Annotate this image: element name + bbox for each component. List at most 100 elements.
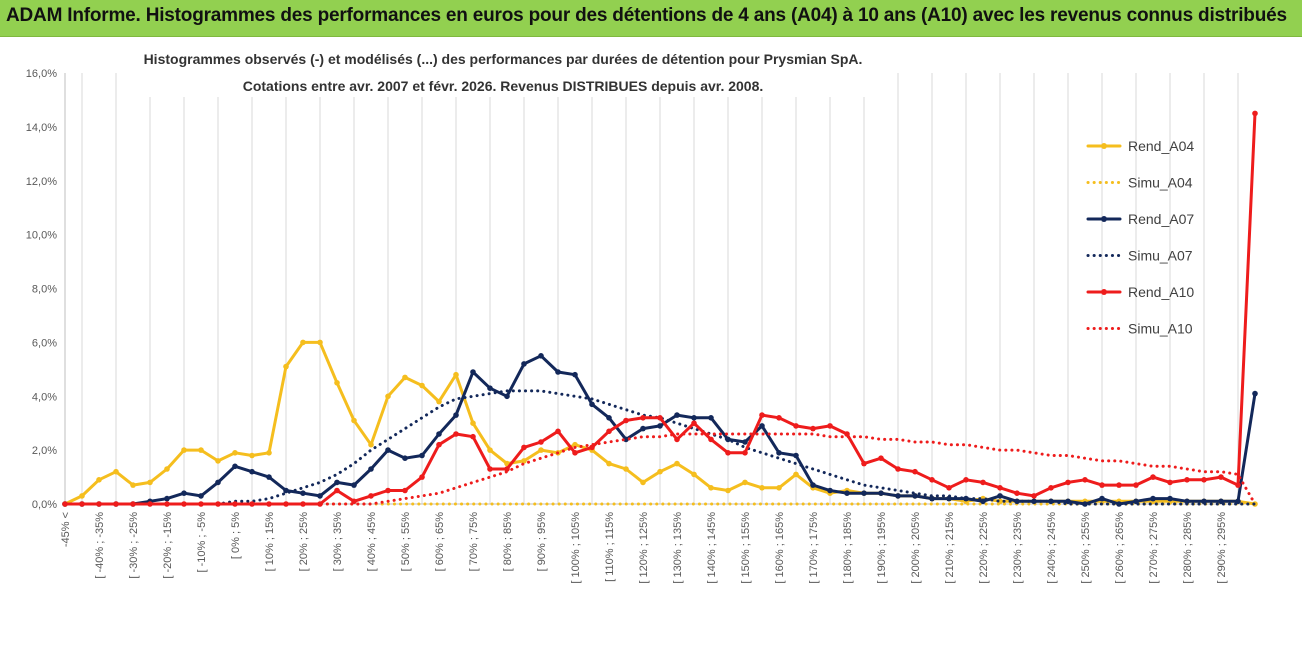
header-banner: ADAM Informe. Histogrammes des performan… [0, 0, 1302, 37]
data-point [1235, 498, 1241, 505]
data-point [1184, 498, 1190, 505]
data-point [351, 482, 357, 488]
y-tick-label: 8,0% [32, 284, 57, 296]
x-tick-label: [ 100% ; 105% [570, 512, 582, 584]
data-point [368, 466, 374, 472]
gridlines [81, 73, 1239, 504]
data-point [334, 479, 340, 486]
data-point [504, 466, 510, 472]
x-tick-label: [ 130% ; 135% [672, 512, 684, 584]
data-point [538, 447, 544, 453]
data-point [266, 450, 272, 456]
x-tick-label: [ -40% ; -35% [94, 512, 106, 579]
data-point [708, 415, 714, 421]
data-point [742, 439, 748, 445]
data-point [691, 415, 697, 421]
data-point [1116, 482, 1122, 488]
data-point [657, 423, 663, 429]
data-point [725, 450, 731, 456]
data-point [980, 479, 986, 486]
data-point [1218, 498, 1224, 505]
data-point [538, 439, 544, 445]
y-tick-label: 14,0% [26, 122, 57, 134]
data-point [997, 493, 1003, 499]
data-point [436, 441, 442, 448]
data-point [1150, 474, 1156, 480]
data-point [1048, 485, 1054, 491]
data-point [198, 447, 204, 453]
data-point [385, 487, 391, 494]
data-point [164, 495, 170, 502]
data-point [861, 490, 867, 497]
data-point [1252, 110, 1258, 117]
data-point [878, 490, 884, 497]
data-point [674, 436, 680, 443]
data-point [402, 487, 408, 494]
data-point [504, 393, 510, 400]
data-point [249, 468, 255, 475]
data-point [385, 393, 391, 400]
x-tick-label: [ 10% ; 15% [264, 512, 276, 572]
data-point [623, 436, 629, 443]
data-point [929, 477, 935, 483]
data-point [606, 460, 612, 467]
data-point [572, 371, 578, 378]
data-point [810, 482, 816, 488]
x-tick-label: [ 200% ; 205% [910, 512, 922, 584]
data-point [334, 380, 340, 386]
x-tick-label: [ 30% ; 35% [332, 512, 344, 572]
x-tick-label: [ 20% ; 25% [298, 512, 310, 572]
legend-marker [1101, 216, 1107, 222]
y-tick-label: 16,0% [26, 68, 57, 80]
data-point [453, 412, 459, 418]
data-point [436, 431, 442, 437]
x-tick-label: [ 290% ; 295% [1216, 512, 1228, 584]
legend-label: Simu_A04 [1128, 175, 1193, 191]
data-point [334, 487, 340, 494]
chart-subtitle: Cotations entre avr. 2007 et févr. 2026.… [243, 78, 764, 94]
data-point [164, 466, 170, 472]
data-point [232, 463, 238, 470]
data-point [980, 498, 986, 505]
y-tick-label: 4,0% [32, 391, 57, 403]
data-point [878, 455, 884, 462]
data-point [776, 485, 782, 491]
data-point [827, 423, 833, 429]
data-point [487, 385, 493, 392]
data-point [436, 398, 442, 405]
data-point [793, 471, 799, 478]
data-point [317, 493, 323, 499]
data-point [96, 501, 102, 507]
x-tick-label: [ 0% ; 5% [230, 512, 242, 559]
data-point [1014, 490, 1020, 497]
data-point [793, 452, 799, 459]
x-tick-label: [ 150% ; 155% [740, 512, 752, 584]
y-tick-label: 10,0% [26, 230, 57, 242]
data-point [759, 423, 765, 429]
data-point [385, 447, 391, 453]
x-tick-label: [ 90% ; 95% [536, 512, 548, 572]
data-point [1167, 495, 1173, 502]
x-tick-label: [ 120% ; 125% [638, 512, 650, 584]
series-line-simu-a10 [63, 432, 1257, 506]
data-point [997, 485, 1003, 491]
data-point [963, 477, 969, 483]
x-tick-label: [ 110% ; 115% [604, 512, 616, 582]
data-point [181, 447, 187, 453]
data-point [419, 452, 425, 459]
y-axis-ticks: 0,0% 2,0% 4,0% 6,0% 8,0% 10,0% 12,0% 14,0% 16,0% [26, 68, 57, 511]
legend-label: Rend_A07 [1128, 211, 1194, 227]
data-point [232, 450, 238, 456]
data-point [487, 466, 493, 472]
data-point [300, 339, 306, 346]
data-point [249, 501, 255, 507]
data-point [742, 450, 748, 456]
data-point [1133, 482, 1139, 488]
data-point [1031, 493, 1037, 499]
data-point [1184, 477, 1190, 483]
data-point [266, 501, 272, 507]
data-point [895, 466, 901, 472]
data-point [895, 493, 901, 499]
legend-label: Rend_A04 [1128, 138, 1194, 154]
data-point [181, 501, 187, 507]
